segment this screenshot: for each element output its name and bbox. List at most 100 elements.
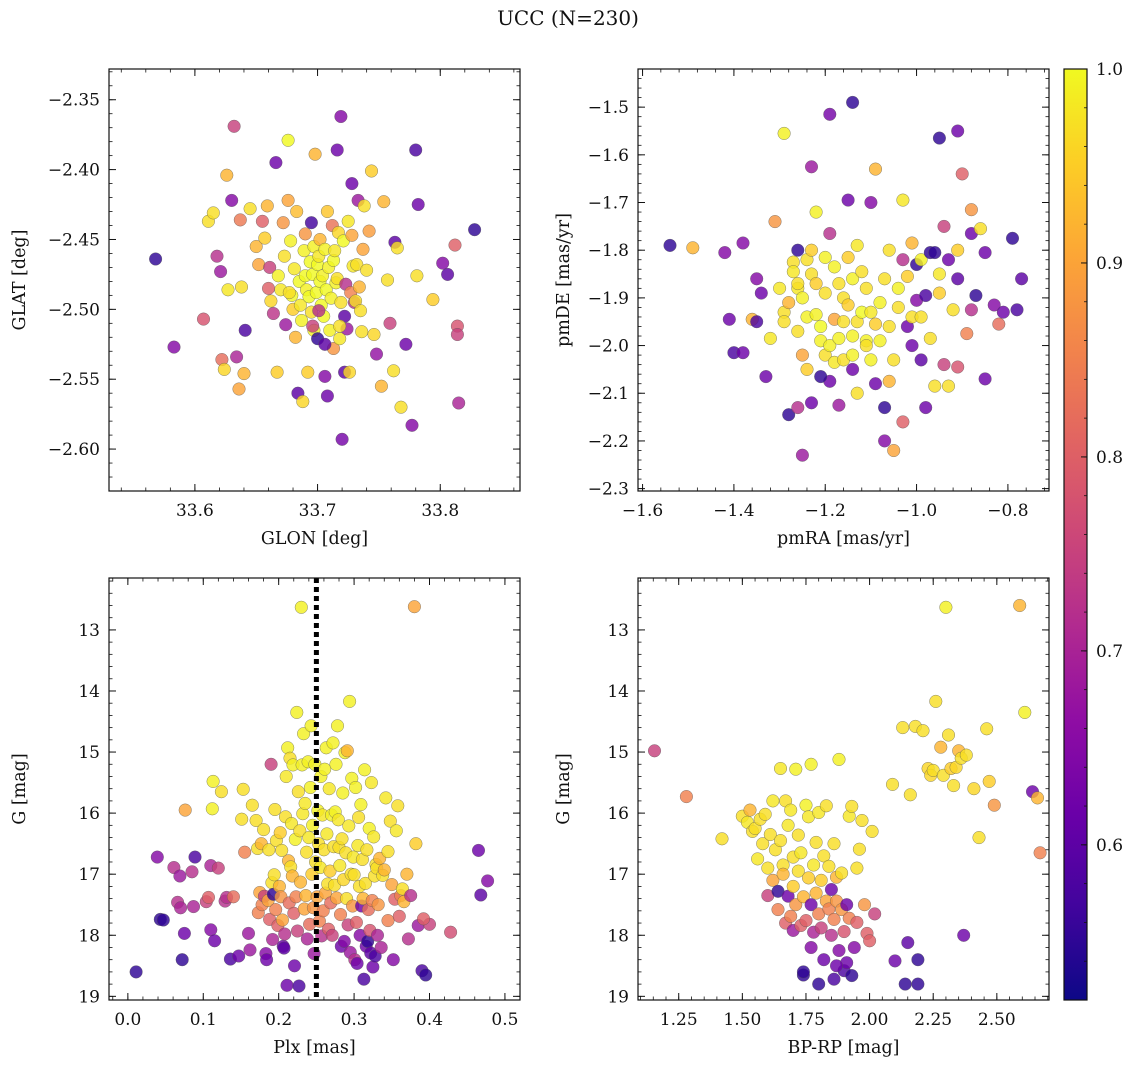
x-tick-label: 0.2 <box>265 1010 292 1030</box>
data-point <box>941 253 956 267</box>
data-point <box>914 353 928 367</box>
data-point <box>791 864 805 878</box>
data-point <box>269 156 283 170</box>
data-point <box>814 873 828 887</box>
x-tick-label: 0.3 <box>341 1010 368 1030</box>
x-tick-label: 33.8 <box>421 501 459 521</box>
data-point <box>436 256 450 270</box>
data-point <box>277 249 291 263</box>
data-point <box>799 798 813 812</box>
y-tick-label: −2.35 <box>48 91 100 111</box>
data-point <box>809 886 823 900</box>
data-point <box>353 304 368 318</box>
data-point <box>804 757 818 771</box>
data-point <box>919 288 933 303</box>
data-point <box>891 281 905 295</box>
data-point <box>795 448 809 462</box>
data-point <box>320 204 334 219</box>
data-point <box>358 876 372 890</box>
data-point <box>371 898 385 912</box>
data-point <box>824 882 838 897</box>
data-point <box>345 177 359 191</box>
data-point <box>686 241 700 255</box>
x-tick-label: 1.50 <box>723 1010 761 1030</box>
data-point <box>275 843 289 857</box>
data-point <box>964 303 978 317</box>
data-point <box>934 740 948 754</box>
data-point <box>947 779 961 793</box>
data-point <box>786 265 800 279</box>
data-point <box>340 744 354 758</box>
data-point <box>882 374 896 388</box>
x-tick-label: 2.25 <box>914 1010 952 1030</box>
data-point <box>370 928 385 942</box>
data-point <box>282 286 296 300</box>
data-point <box>405 418 419 432</box>
data-point <box>1005 231 1020 245</box>
data-point <box>773 834 788 848</box>
data-point <box>221 283 235 297</box>
data-point <box>832 752 846 766</box>
panel-glon-glat: 33.6 33.7 33.8 −2.35 −2.40 −2.45 −2.50 −2.55 −2.… <box>10 68 521 549</box>
data-point <box>404 889 418 903</box>
data-point <box>336 786 350 800</box>
data-point <box>241 926 256 940</box>
colorbar-tick-label: 0.9 <box>1096 254 1123 274</box>
data-point <box>381 914 395 928</box>
data-point <box>281 193 295 207</box>
data-point <box>818 286 832 300</box>
data-point <box>786 879 800 893</box>
colorbar-gradient <box>1063 68 1088 1001</box>
data-point <box>868 162 883 176</box>
data-point <box>300 932 314 946</box>
data-point <box>337 934 351 948</box>
data-point <box>846 362 860 376</box>
data-point <box>290 204 304 219</box>
data-point <box>238 323 252 337</box>
data-point <box>206 206 220 220</box>
colorbar-tick-label: 0.7 <box>1096 642 1123 662</box>
data-point <box>777 126 791 140</box>
data-point <box>444 925 458 939</box>
data-point <box>377 863 391 877</box>
y-tick-label: 16 <box>78 804 100 824</box>
data-point <box>987 798 1001 812</box>
data-point <box>391 799 405 813</box>
data-point <box>932 267 946 281</box>
data-point <box>973 222 988 236</box>
data-point <box>796 965 810 979</box>
data-point <box>791 277 805 291</box>
data-point <box>293 824 307 838</box>
data-point <box>937 219 951 233</box>
data-point <box>888 954 902 968</box>
data-point <box>284 816 299 831</box>
data-point <box>320 389 334 403</box>
data-point <box>291 785 305 799</box>
data-point <box>227 119 241 133</box>
x-tick-label: 2.00 <box>851 1010 889 1030</box>
data-point <box>266 306 280 321</box>
data-point <box>249 813 263 828</box>
data-point <box>201 890 216 904</box>
data-point <box>1015 272 1029 286</box>
data-point <box>214 265 228 279</box>
data-point <box>401 932 415 946</box>
data-point <box>951 124 965 138</box>
data-point <box>294 600 308 614</box>
panel-plx-g: 0.0 0.1 0.2 0.3 0.4 0.5 13 14 15 16 17 18 19 Plx [mas… <box>10 577 521 1058</box>
data-point <box>268 802 282 817</box>
data-point <box>287 262 301 276</box>
data-point <box>300 845 314 859</box>
data-point <box>214 785 228 799</box>
data-point <box>864 305 878 319</box>
y-tick-label: 17 <box>607 865 629 885</box>
data-point <box>330 719 345 733</box>
data-point <box>751 852 765 866</box>
data-point <box>850 386 864 400</box>
data-point <box>225 193 239 207</box>
data-point <box>178 803 192 817</box>
data-point <box>210 249 224 263</box>
data-point <box>809 308 823 322</box>
data-point <box>914 253 928 267</box>
data-point <box>846 272 860 286</box>
